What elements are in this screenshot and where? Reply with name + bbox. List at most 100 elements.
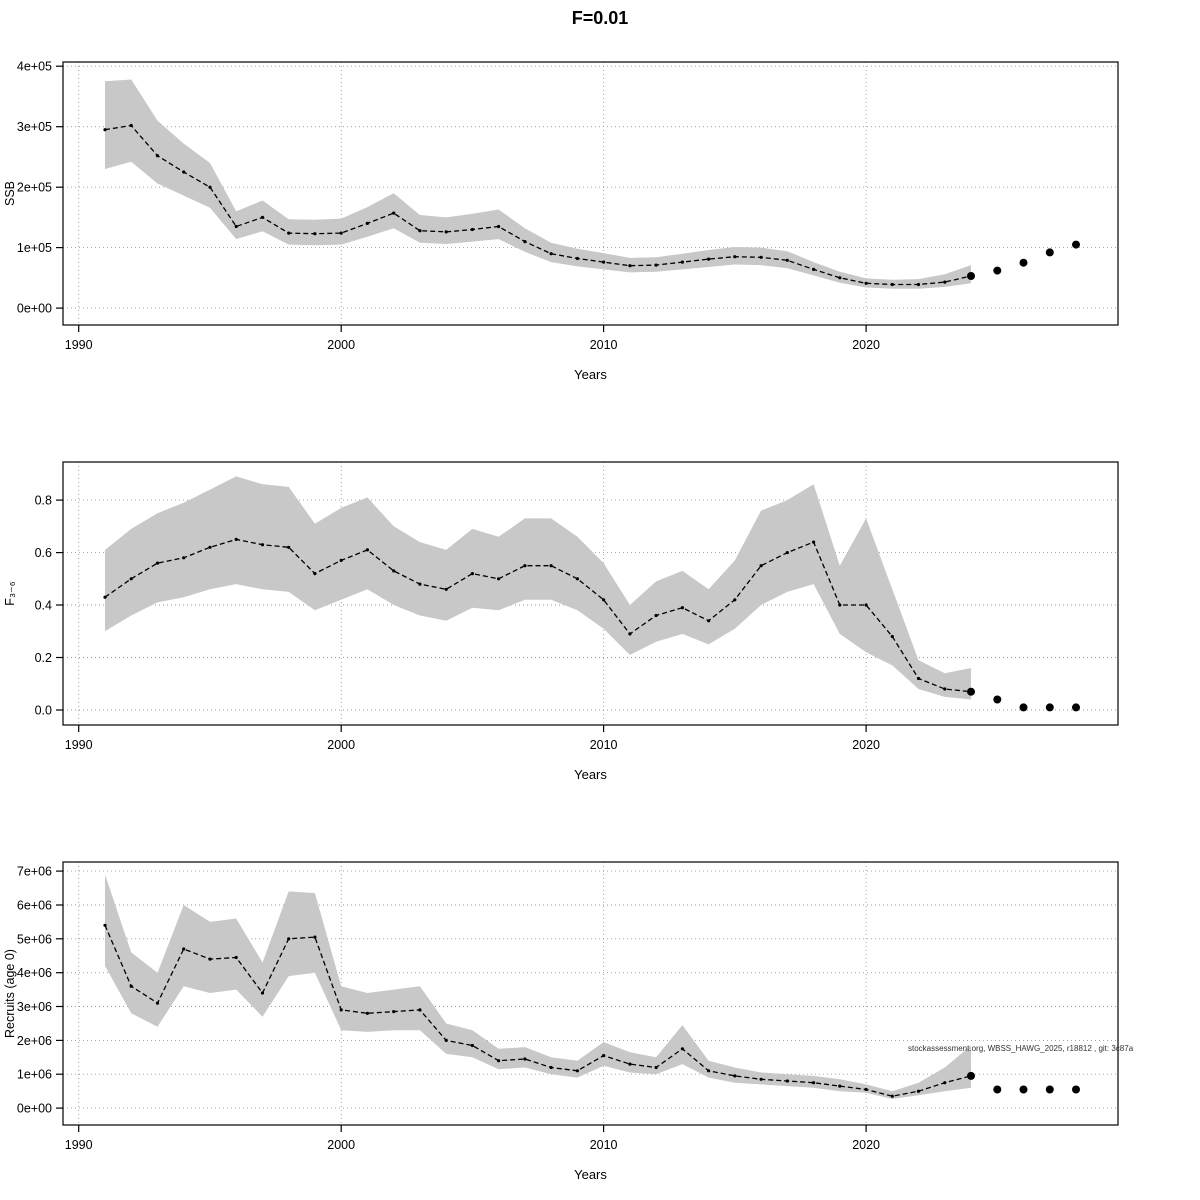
- estimate-point: [103, 595, 107, 599]
- estimate-point: [890, 1094, 894, 1098]
- forecast-dot: [1045, 248, 1054, 257]
- estimate-point: [208, 545, 212, 549]
- estimate-point: [733, 598, 737, 602]
- y-tick-label: 4e+05: [17, 60, 52, 74]
- plot-box: [62, 461, 1119, 726]
- estimate-point: [365, 221, 369, 225]
- estimate-point: [549, 252, 553, 256]
- estimate-point: [339, 558, 343, 562]
- forecast-dot: [1045, 1085, 1054, 1094]
- estimate-point: [497, 1059, 501, 1063]
- forecast-dot: [1019, 1085, 1028, 1094]
- terminal-dot: [967, 1071, 975, 1080]
- terminal-dot: [967, 272, 975, 280]
- y-tick-label: 4e+06: [17, 966, 52, 980]
- estimate-point: [182, 170, 186, 174]
- estimate-point: [260, 543, 265, 547]
- estimate-point: [549, 1065, 553, 1070]
- estimate-point: [234, 224, 238, 229]
- figure-title: F=0.01: [571, 8, 629, 28]
- ssb-chart: 0e+00 1e+05 2e+05 3e+05 4e+05 1990 2000 2010 202…: [3, 60, 1119, 382]
- y-tick-label: 7e+06: [17, 865, 52, 879]
- terminal-dot: [967, 687, 975, 696]
- estimate-point: [838, 603, 842, 607]
- estimate-point: [575, 1069, 580, 1073]
- estimate-point: [549, 564, 553, 568]
- y-tick-label: 0e+00: [17, 1102, 52, 1116]
- estimate-point: [654, 613, 658, 618]
- estimate-point: [155, 1001, 160, 1005]
- estimate-point: [785, 258, 789, 262]
- estimate-point: [602, 598, 606, 602]
- estimate-point: [602, 260, 606, 264]
- estimate-point: [287, 231, 291, 235]
- estimate-point: [287, 545, 291, 549]
- x-tick-label: 2010: [590, 1138, 618, 1152]
- estimate-point: [916, 282, 921, 287]
- x-tick-label: 2010: [590, 338, 618, 352]
- plot-box: [62, 861, 1119, 1126]
- plot-box: [62, 61, 1119, 326]
- recruits-chart: 0e+00 1e+06 2e+06 3e+06 4e+06 5e+06 6e+06 7e+06…: [3, 861, 1134, 1182]
- estimate-point: [103, 128, 107, 132]
- estimate-point: [155, 154, 160, 158]
- estimate-point: [916, 1089, 921, 1093]
- estimate-point: [838, 276, 842, 280]
- estimate-point: [864, 281, 868, 285]
- estimate-point: [129, 577, 133, 581]
- estimate-point: [418, 582, 422, 586]
- y-tick-label: 3e+05: [17, 120, 52, 134]
- y-tick-label: 1e+05: [17, 241, 52, 255]
- estimate-point: [313, 232, 317, 236]
- estimate-point: [365, 548, 369, 552]
- estimate-point: [470, 227, 474, 232]
- estimate-point: [759, 1077, 763, 1081]
- estimate-point: [628, 1062, 632, 1066]
- estimate-point: [470, 1043, 474, 1048]
- estimate-point: [313, 935, 317, 939]
- estimate-point: [313, 572, 317, 576]
- estimate-point: [733, 1074, 737, 1078]
- estimate-point: [208, 957, 212, 961]
- estimate-point: [129, 984, 133, 988]
- estimate-point: [916, 676, 921, 681]
- y-tick-label: 0.2: [35, 651, 52, 665]
- estimate-line: [104, 925, 972, 1097]
- estimate-point: [654, 263, 658, 267]
- estimate-point: [680, 606, 685, 610]
- x-tick-label: 1990: [65, 738, 93, 752]
- fbar-chart: 0.0 0.2 0.4 0.6 0.8 1990 2000 2010 2020 Years F₃₋₆: [3, 461, 1119, 782]
- y-tick-label: 0e+00: [17, 302, 52, 316]
- y-tick-label: 1e+06: [17, 1068, 52, 1082]
- estimate-point: [182, 947, 186, 951]
- estimate-point: [365, 1011, 369, 1015]
- estimate-point: [444, 587, 448, 591]
- estimate-point: [470, 572, 474, 576]
- estimate-point: [707, 1069, 711, 1073]
- forecast-dot: [1072, 703, 1080, 712]
- ssb-panel: 0e+00 1e+05 2e+05 3e+05 4e+05 1990 2000 2010 202…: [0, 0, 1200, 400]
- estimate-point: [523, 1057, 527, 1061]
- estimate-point: [392, 1010, 396, 1014]
- y-axis-label: SSB: [3, 181, 17, 206]
- y-tick-label: 0.4: [35, 599, 52, 613]
- estimate-point: [339, 1008, 343, 1012]
- x-tick-label: 1990: [65, 1138, 93, 1152]
- estimate-point: [575, 256, 580, 261]
- x-tick-label: 2010: [590, 738, 618, 752]
- x-axis-label: Years: [574, 367, 607, 382]
- fbar-panel: 0.0 0.2 0.4 0.6 0.8 1990 2000 2010 2020 Years F₃₋₆: [0, 400, 1200, 800]
- forecast-dot: [993, 1085, 1002, 1094]
- x-tick-label: 2000: [327, 338, 355, 352]
- estimate-point: [838, 1084, 842, 1088]
- estimate-point: [943, 687, 947, 691]
- x-tick-label: 2000: [327, 738, 355, 752]
- x-axis-label: Years: [574, 1167, 607, 1182]
- estimate-point: [943, 280, 947, 284]
- estimate-point: [418, 1008, 422, 1012]
- y-tick-label: 0.8: [35, 494, 52, 508]
- estimate-point: [864, 1087, 868, 1092]
- x-tick-label: 2000: [327, 1138, 355, 1152]
- estimate-line: [104, 124, 972, 286]
- estimate-point: [260, 991, 265, 995]
